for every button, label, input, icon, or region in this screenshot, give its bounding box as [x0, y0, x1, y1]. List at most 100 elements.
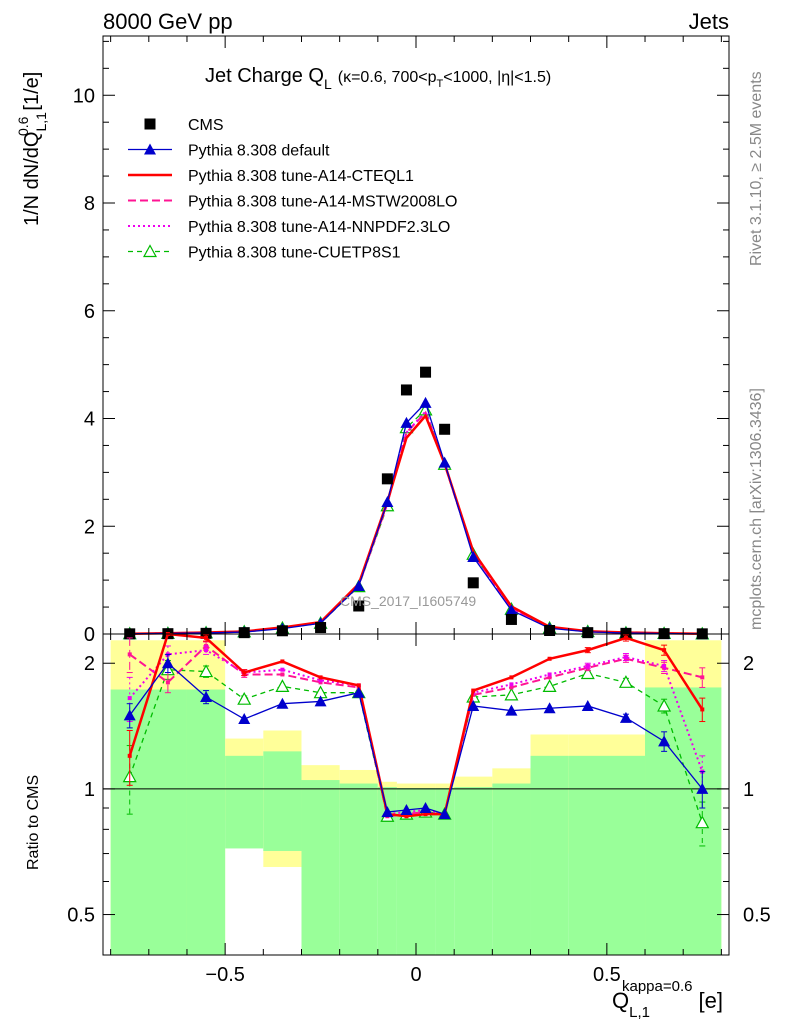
chart-title: Jet Charge QL (κ=0.6, 700<pT<1000, |η|<1.…: [205, 65, 551, 92]
ratio-point-1: [509, 675, 514, 680]
x-tick-label: −0.5: [205, 964, 244, 986]
ratio-point-4: [275, 679, 290, 693]
ratio-point-4: [504, 687, 519, 701]
legend-marker: [144, 118, 156, 130]
ratio-point-0: [581, 699, 594, 711]
ratio-point-0: [352, 686, 365, 698]
ratio-y-tick-label: 0.5: [67, 905, 95, 927]
stat-band: [530, 755, 569, 955]
analysis-id-label: CMS_2017_I1605749: [340, 593, 476, 609]
legend-label: Pythia 8.308 tune-A14-CTEQL1: [188, 168, 414, 185]
ratio-point-2: [700, 675, 705, 680]
y-tick-label: 2: [84, 516, 95, 538]
ratio-point-0: [619, 711, 632, 723]
series-point-1: [400, 416, 413, 428]
data-point: [400, 384, 412, 396]
ratio-point-2: [509, 685, 514, 690]
ratio-point-0: [658, 735, 671, 747]
ratio-point-0: [238, 713, 251, 725]
ratio-point-2: [547, 675, 552, 680]
ratio-y-tick-label: 1: [84, 779, 95, 801]
data-point: [353, 600, 365, 612]
ratio-line-3: [128, 649, 704, 816]
ratio-point-1: [662, 648, 667, 653]
series-point-1: [352, 580, 365, 592]
ratio-point-0: [200, 691, 213, 703]
ratio-point-1: [356, 683, 361, 688]
y-tick-label: 4: [84, 409, 95, 431]
ratio-line-0: [129, 662, 703, 815]
data-point: [200, 627, 212, 639]
ratio-point-0: [543, 702, 556, 714]
ratio-point-1: [471, 688, 476, 693]
data-point: [467, 577, 479, 589]
y-tick-label: 10: [73, 85, 95, 107]
stat-band: [377, 787, 397, 955]
ratio-point-0: [123, 709, 136, 721]
energy-label: 8000 GeV pp: [103, 9, 233, 34]
ratio-point-2: [127, 652, 132, 657]
legend-label: Pythia 8.308 tune-A14-MSTW2008LO: [188, 194, 457, 211]
legend-label: Pythia 8.308 tune-CUETP8S1: [188, 245, 401, 262]
legend: CMS Pythia 8.308 default Pythia 8.308 tune…: [128, 117, 457, 262]
series-line-1: [129, 401, 703, 635]
ratio-y-tick-label: 2: [743, 653, 754, 675]
ratio-point-3: [280, 667, 285, 672]
data-point: [505, 613, 517, 625]
stat-band: [263, 751, 302, 851]
data-point: [582, 627, 594, 639]
ratio-point-3: [509, 682, 514, 687]
ratio-y-tick-label: 1: [743, 779, 754, 801]
y-tick-label: 6: [84, 301, 95, 323]
ratio-point-0: [438, 808, 451, 820]
rivet-version-label: Rivet 3.1.10, ≥ 2.5M events: [748, 71, 765, 266]
ratio-point-1: [404, 814, 409, 819]
ratio-point-1: [423, 812, 428, 817]
ratio-y-axis-label: Ratio to CMS: [25, 775, 42, 870]
legend-marker: [144, 143, 156, 155]
y-axis-label: 1/N dN/dQL,10.6[1/e]: [15, 72, 49, 226]
ratio-point-4: [580, 666, 595, 680]
ratio-point-0: [381, 806, 394, 818]
stat-band: [186, 689, 226, 955]
ratio-point-0: [276, 697, 289, 709]
data-point: [276, 625, 288, 637]
process-label: Jets: [689, 9, 729, 34]
y-tick-label: 8: [84, 193, 95, 215]
ratio-point-1: [127, 753, 132, 758]
x-tick-label: 0: [410, 964, 421, 986]
ratio-point-3: [623, 654, 628, 659]
ratio-point-0: [696, 782, 709, 794]
stat-band: [301, 780, 340, 955]
ratio-point-3: [318, 678, 323, 683]
legend-label: CMS: [188, 117, 224, 134]
series-point-1: [467, 550, 480, 562]
ratio-point-3: [547, 672, 552, 677]
ratio-point-0: [161, 657, 174, 669]
x-axis-label: QL,1kappa=0.6[e]: [612, 978, 723, 1021]
ratio-point-4: [695, 815, 710, 829]
ratio-point-2: [318, 680, 323, 685]
stat-band: [454, 787, 493, 955]
stat-band: [645, 687, 722, 955]
ratio-point-0: [314, 695, 327, 707]
data-point: [420, 366, 432, 378]
mcplots-label: mcplots.cern.ch [arXiv:1306.3436]: [748, 388, 765, 630]
ratio-point-3: [127, 696, 132, 701]
data-point: [439, 423, 451, 435]
legend-marker: [142, 244, 158, 258]
ratio-point-1: [623, 635, 628, 640]
ratio-point-0: [467, 699, 480, 711]
ratio-point-4: [618, 675, 633, 688]
stat-band: [339, 783, 378, 955]
series-point-1: [438, 456, 451, 468]
stat-band: [492, 783, 531, 955]
stat-band: [110, 689, 187, 955]
ratio-point-1: [585, 648, 590, 653]
legend-label: Pythia 8.308 tune-A14-NNPDF2.3LO: [188, 219, 450, 236]
ratio-plot-panel: [103, 632, 729, 955]
stat-band: [396, 787, 416, 955]
ratio-point-4: [237, 691, 252, 705]
data-point: [315, 622, 327, 634]
ratio-point-4: [657, 698, 672, 712]
